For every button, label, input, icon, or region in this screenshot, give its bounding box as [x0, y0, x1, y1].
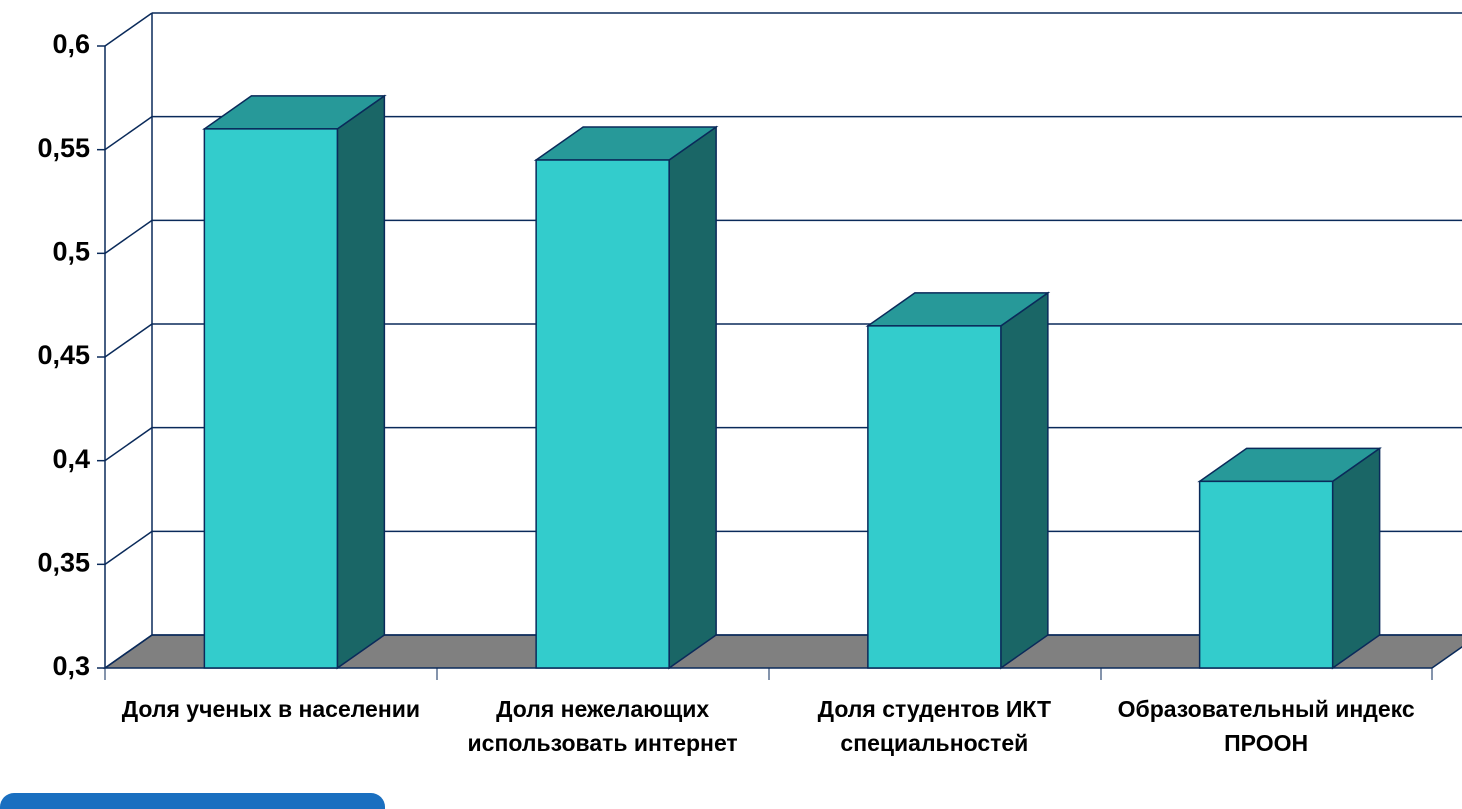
bar: [865, 291, 1051, 670]
grid-line: [104, 323, 153, 358]
grid-line: [104, 530, 153, 565]
bar-side: [1000, 291, 1049, 670]
y-tick-label: 0,5: [52, 236, 90, 266]
y-tick-label: 0,6: [52, 29, 90, 59]
bar-front: [203, 128, 339, 669]
bar: [202, 94, 387, 670]
x-tick-label: Доля студентов ИКТ специальностей: [817, 696, 1052, 756]
y-tick-label: 0,4: [52, 444, 90, 474]
y-tick-label: 0,55: [37, 133, 90, 163]
y-tick-label: 0,3: [52, 651, 90, 681]
grid-line: [104, 427, 153, 462]
bar-side: [1331, 446, 1381, 670]
grid-line: [104, 116, 153, 151]
x-tick-label: Доля ученых в населении: [121, 696, 421, 722]
bar-side: [668, 125, 717, 670]
bar-front: [867, 325, 1002, 669]
y-tick-label: 0,35: [37, 547, 90, 577]
bar-front: [535, 159, 670, 669]
bar-front: [1198, 480, 1334, 669]
x-tick-label: Образовательный индекс ПРООН: [1117, 696, 1415, 756]
grid-line: [104, 12, 153, 47]
bar: [1197, 446, 1382, 670]
x-tick-label: Доля нежелающих использовать интернет: [467, 696, 738, 756]
bar-side: [336, 94, 386, 670]
decor-bar: [0, 793, 385, 809]
grid-line: [104, 634, 153, 669]
grid-line: [104, 219, 153, 254]
bar: [533, 125, 719, 670]
y-tick-label: 0,45: [37, 340, 90, 370]
